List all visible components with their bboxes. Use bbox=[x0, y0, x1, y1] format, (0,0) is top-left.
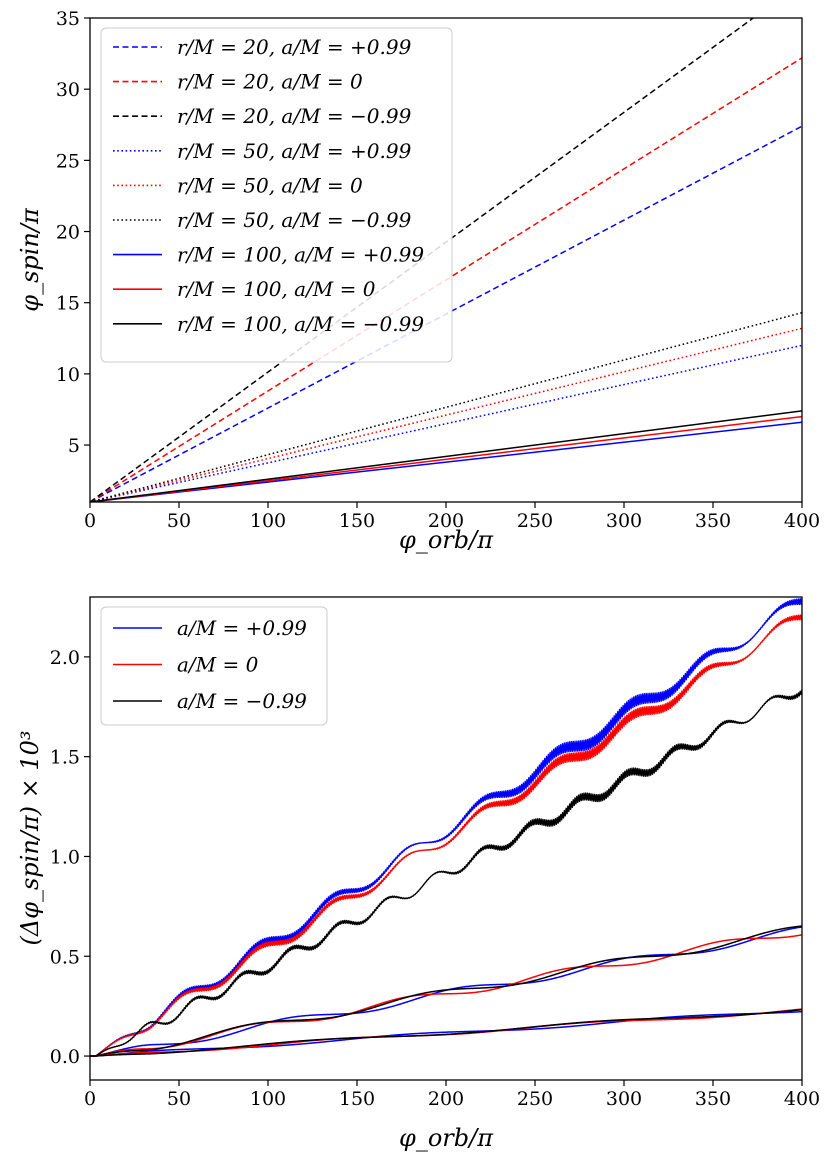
top-x-tick-label-2: 100 bbox=[250, 510, 286, 532]
bottom-legend-label-0: a/M = +0.99 bbox=[177, 616, 307, 640]
top-x-tick-label-6: 300 bbox=[606, 510, 642, 532]
top-legend: r/M = 20, a/M = +0.99 r/M = 20, a/M = 0 r/… bbox=[100, 27, 453, 363]
bottom-chart: 0 50 100 150 200 250 300 350 400 0.0 0.5 1.0 1.5 2.0… bbox=[16, 596, 820, 1152]
bottom-x-ticks: 0 50 100 150 200 250 300 350 400 bbox=[84, 1080, 820, 1110]
top-series-line-6 bbox=[90, 421, 802, 502]
top-x-tick-label-5: 250 bbox=[517, 510, 553, 532]
bottom-x-tick-label-4: 200 bbox=[428, 1088, 464, 1110]
top-y-tick-label-0: 5 bbox=[68, 435, 80, 457]
top-y-ticks: 5 10 15 20 25 30 35 bbox=[56, 8, 90, 457]
bottom-series-line-6 bbox=[90, 1010, 802, 1057]
top-series-line-4 bbox=[90, 327, 802, 502]
top-x-ticks: 0 50 100 150 200 250 300 350 400 bbox=[84, 502, 820, 532]
top-series-line-5 bbox=[90, 311, 802, 502]
bottom-x-tick-label-8: 400 bbox=[784, 1088, 820, 1110]
top-y-tick-label-3: 20 bbox=[56, 222, 80, 244]
bottom-legend-label-1: a/M = 0 bbox=[177, 653, 259, 677]
top-x-tick-label-7: 350 bbox=[695, 510, 731, 532]
top-legend-label-3: r/M = 50, a/M = +0.99 bbox=[177, 139, 412, 163]
bottom-x-tick-label-2: 100 bbox=[250, 1088, 286, 1110]
bottom-series-line-2 bbox=[90, 689, 802, 1057]
top-y-tick-label-5: 30 bbox=[56, 79, 80, 101]
top-y-tick-label-2: 15 bbox=[56, 293, 80, 315]
top-legend-label-6: r/M = 100, a/M = +0.99 bbox=[177, 243, 424, 267]
top-legend-label-5: r/M = 50, a/M = −0.99 bbox=[177, 208, 412, 232]
bottom-y-axis-label: (Δφ_spin/π) × 10³ bbox=[16, 730, 44, 945]
top-chart: 0 50 100 150 200 250 300 350 400 5 10 15 20 25 30 35 φ… bbox=[16, 8, 820, 554]
bottom-series-line-5 bbox=[90, 925, 802, 1057]
top-legend-label-2: r/M = 20, a/M = −0.99 bbox=[177, 104, 412, 128]
bottom-y-tick-label-2: 1.0 bbox=[50, 846, 80, 868]
bottom-legend-box bbox=[100, 606, 328, 726]
bottom-series-line-1 bbox=[90, 614, 802, 1057]
top-y-tick-label-6: 35 bbox=[56, 8, 80, 30]
top-series-line-3 bbox=[90, 344, 802, 502]
top-x-tick-label-8: 400 bbox=[784, 510, 820, 532]
top-legend-label-1: r/M = 20, a/M = 0 bbox=[177, 70, 363, 94]
top-series-line-8 bbox=[90, 410, 802, 502]
bottom-series-group bbox=[90, 598, 802, 1057]
bottom-x-tick-label-1: 50 bbox=[167, 1088, 191, 1110]
top-legend-label-8: r/M = 100, a/M = −0.99 bbox=[177, 312, 424, 336]
bottom-legend: a/M = +0.99 a/M = 0 a/M = −0.99 bbox=[100, 606, 328, 726]
bottom-series-line-8 bbox=[90, 1008, 802, 1057]
top-legend-label-4: r/M = 50, a/M = 0 bbox=[177, 173, 363, 197]
bottom-x-tick-label-3: 150 bbox=[339, 1088, 375, 1110]
top-y-tick-label-1: 10 bbox=[56, 364, 80, 386]
top-legend-box bbox=[100, 27, 453, 363]
top-series-line-7 bbox=[90, 415, 802, 502]
bottom-x-tick-label-5: 250 bbox=[517, 1088, 553, 1110]
bottom-y-tick-label-3: 1.5 bbox=[50, 747, 80, 769]
bottom-y-tick-label-0: 0.0 bbox=[50, 1046, 80, 1068]
bottom-x-tick-label-6: 300 bbox=[606, 1088, 642, 1110]
bottom-y-tick-label-4: 2.0 bbox=[50, 647, 80, 669]
top-y-tick-label-4: 25 bbox=[56, 150, 80, 172]
top-x-axis-label: φ_orb/π bbox=[399, 526, 494, 554]
top-legend-label-0: r/M = 20, a/M = +0.99 bbox=[177, 35, 412, 59]
bottom-x-axis-label: φ_orb/π bbox=[399, 1124, 494, 1152]
bottom-y-tick-label-1: 0.5 bbox=[50, 946, 80, 968]
top-legend-label-7: r/M = 100, a/M = 0 bbox=[177, 277, 376, 301]
top-y-axis-label: φ_spin/π bbox=[16, 207, 44, 312]
top-x-tick-label-0: 0 bbox=[84, 510, 96, 532]
bottom-series-line-3 bbox=[90, 926, 802, 1057]
top-x-tick-label-3: 150 bbox=[339, 510, 375, 532]
bottom-x-tick-label-7: 350 bbox=[695, 1088, 731, 1110]
bottom-series-line-4 bbox=[90, 934, 802, 1057]
bottom-x-tick-label-0: 0 bbox=[84, 1088, 96, 1110]
bottom-y-ticks: 0.0 0.5 1.0 1.5 2.0 bbox=[50, 647, 90, 1068]
bottom-legend-label-2: a/M = −0.99 bbox=[177, 689, 307, 713]
top-x-tick-label-1: 50 bbox=[167, 510, 191, 532]
top-x-tick-label-4: 200 bbox=[428, 510, 464, 532]
